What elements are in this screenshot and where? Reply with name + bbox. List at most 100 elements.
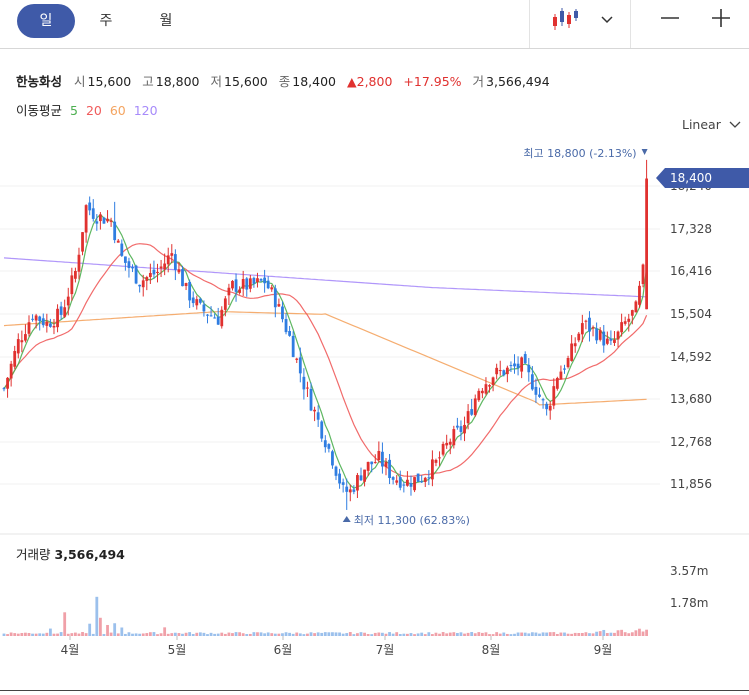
candle-body	[34, 315, 38, 321]
y-tick-label: 16,416	[670, 264, 712, 278]
volume-bar	[241, 633, 245, 636]
candle-body	[416, 473, 420, 482]
chevron-down-icon[interactable]	[600, 10, 614, 29]
candle-body	[480, 390, 484, 394]
candle-body	[377, 450, 381, 461]
tab-weekly[interactable]: 주	[99, 13, 113, 29]
volume-bar	[545, 632, 549, 636]
volume-bar	[91, 633, 95, 636]
ma-5[interactable]: 5	[70, 103, 78, 118]
change-value: 2,800	[356, 74, 393, 89]
volume-bar	[102, 634, 106, 636]
scale-selector[interactable]: Linear	[682, 117, 741, 132]
candle-body	[56, 308, 59, 328]
volume-bar	[109, 632, 113, 636]
volume-bar	[195, 632, 199, 636]
candle-body	[206, 314, 209, 316]
x-tick-label: 8월	[482, 643, 501, 657]
low-value: 15,600	[224, 74, 268, 89]
volume-bar	[377, 632, 381, 636]
candle-body	[88, 202, 92, 211]
candle-body	[191, 297, 195, 304]
candle-body	[438, 457, 441, 459]
volume-bar	[38, 633, 42, 636]
candle-body	[38, 316, 42, 321]
volume-bar	[120, 627, 124, 636]
y-tick-label: 17,328	[670, 222, 712, 236]
candlestick-chart-icon[interactable]	[551, 6, 579, 36]
candle-body	[238, 289, 242, 293]
volume-bar	[505, 633, 509, 636]
candle-body	[384, 461, 388, 468]
candle-body	[241, 279, 245, 289]
close-label: 종	[278, 74, 291, 89]
candle-body	[623, 321, 627, 324]
volume-bar	[309, 632, 313, 636]
candle-body	[373, 462, 377, 464]
candle-body	[2, 388, 6, 390]
volume-bar	[563, 632, 566, 636]
candle-body	[505, 367, 509, 375]
volume-bar	[281, 633, 284, 636]
candle-body	[106, 218, 109, 222]
candle-body	[77, 254, 81, 272]
volume-bar	[331, 632, 334, 636]
tab-monthly[interactable]: 월	[159, 13, 173, 29]
candle-body	[423, 477, 427, 482]
volume-bar	[352, 634, 356, 636]
candle-body	[227, 287, 231, 296]
ma120-line	[3, 257, 647, 298]
volume-bar	[74, 632, 77, 636]
candle-body	[209, 315, 213, 317]
volume-bar	[66, 633, 70, 636]
volume-tick-label: 1.78m	[670, 596, 708, 610]
plus-icon[interactable]	[711, 8, 731, 32]
ma-120[interactable]: 120	[133, 103, 158, 118]
candle-body	[173, 254, 177, 270]
volume-bar	[584, 632, 588, 636]
volume-bar	[463, 633, 466, 636]
volume-bar	[159, 633, 163, 636]
candle-body	[320, 421, 324, 439]
candle-body	[509, 365, 513, 367]
candle-body	[545, 403, 549, 410]
volume-bar	[231, 633, 234, 636]
volume-bar	[266, 632, 270, 636]
volume-bar	[530, 632, 534, 636]
volume-bar	[609, 632, 613, 636]
candle-body	[316, 412, 320, 420]
candle-body	[516, 363, 520, 369]
ma-20[interactable]: 20	[85, 103, 102, 118]
minus-icon[interactable]	[660, 8, 680, 32]
volume-bar	[320, 632, 324, 636]
candle-body	[213, 317, 217, 319]
candle-body	[530, 374, 534, 390]
volume-bar	[552, 632, 556, 636]
candle-body	[609, 338, 613, 341]
candle-body	[577, 333, 581, 341]
volume-bar	[202, 632, 206, 636]
volume-bar	[209, 632, 213, 636]
volume-value: 3,566,494	[486, 74, 550, 89]
volume-bar	[434, 632, 438, 636]
candle-body	[566, 358, 570, 368]
volume-bar	[588, 633, 591, 636]
ma-60[interactable]: 60	[109, 103, 126, 118]
candle-body	[84, 205, 88, 233]
price-chart[interactable]: 18,24017,32816,41615,50414,59213,68012,7…	[0, 130, 749, 665]
x-tick-label: 7월	[376, 643, 395, 657]
candle-body	[41, 318, 45, 326]
volume-bar	[559, 632, 563, 636]
volume-bar	[416, 633, 420, 636]
x-tick-label: 9월	[594, 643, 613, 657]
volume-bar	[134, 633, 138, 636]
volume-bar	[566, 633, 570, 636]
change-percent: +17.95%	[403, 74, 462, 89]
candle-body	[145, 277, 149, 281]
volume-title: 거래량 3,566,494	[16, 544, 125, 563]
tab-daily[interactable]: 일	[17, 4, 75, 38]
divider	[529, 0, 530, 48]
volume-bar	[313, 633, 316, 636]
volume-bar	[616, 630, 620, 636]
volume-bar	[163, 627, 167, 636]
